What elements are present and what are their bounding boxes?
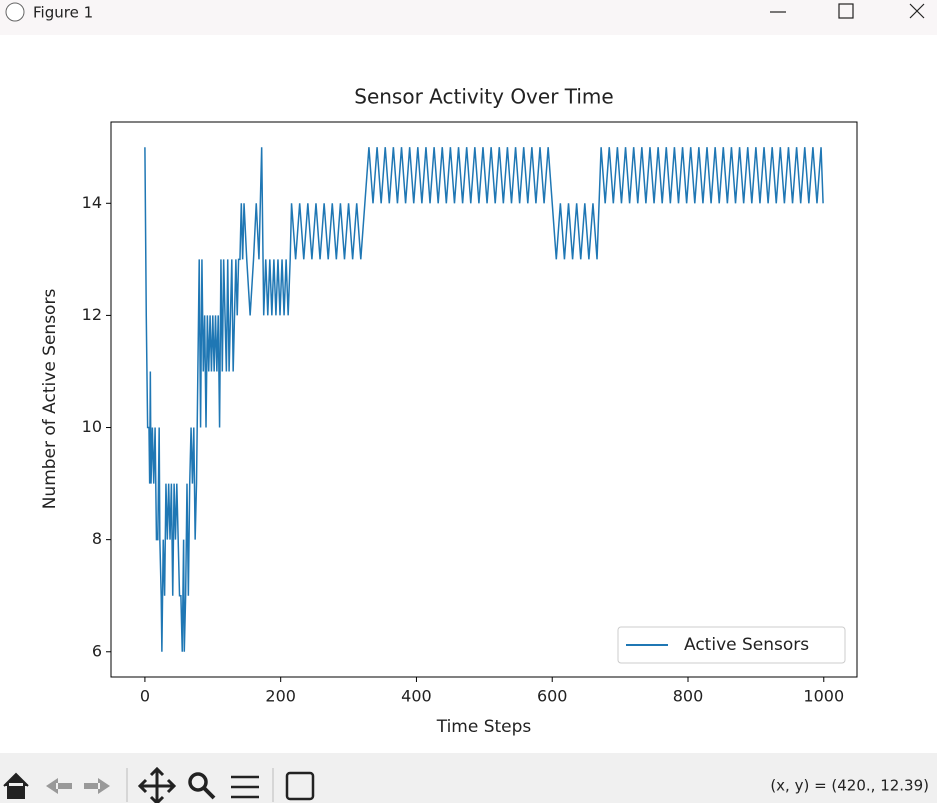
y-axis-label: Number of Active Sensors	[40, 289, 60, 510]
y-tick-label: 14	[82, 193, 102, 212]
x-tick-label: 200	[265, 687, 296, 706]
legend-label: Active Sensors	[684, 635, 809, 655]
axes-frame	[110, 121, 858, 678]
x-tick-label: 800	[673, 687, 704, 706]
app-icon	[5, 2, 25, 22]
close-button[interactable]	[909, 3, 925, 19]
maximize-button[interactable]	[838, 3, 854, 19]
legend-box	[617, 626, 846, 664]
zoom-handle	[202, 786, 216, 800]
x-tick-label: 600	[537, 687, 568, 706]
title-bar	[0, 0, 937, 35]
y-tick-label: 6	[92, 641, 102, 660]
y-tick-label: 8	[92, 529, 102, 548]
forward-button[interactable]	[84, 778, 110, 794]
zoom-button[interactable]	[188, 772, 208, 792]
home-button[interactable]	[3, 772, 29, 799]
save-button[interactable]	[285, 771, 315, 801]
chart-title: Sensor Activity Over Time	[354, 85, 613, 109]
configure-button[interactable]	[231, 775, 259, 799]
x-axis-label: Time Steps	[436, 717, 532, 737]
x-tick-label: 0	[140, 687, 150, 706]
cursor-coordinates: (x, y) = (420., 12.39)	[770, 777, 929, 795]
back-button[interactable]	[46, 778, 72, 794]
x-tick-label: 1000	[803, 687, 844, 706]
window-title: Figure 1	[33, 4, 93, 22]
x-tick-label: 400	[401, 687, 432, 706]
data-line	[144, 147, 824, 652]
y-tick-label: 12	[82, 305, 102, 324]
pan-button[interactable]	[137, 766, 177, 803]
y-tick-label: 10	[82, 417, 102, 436]
